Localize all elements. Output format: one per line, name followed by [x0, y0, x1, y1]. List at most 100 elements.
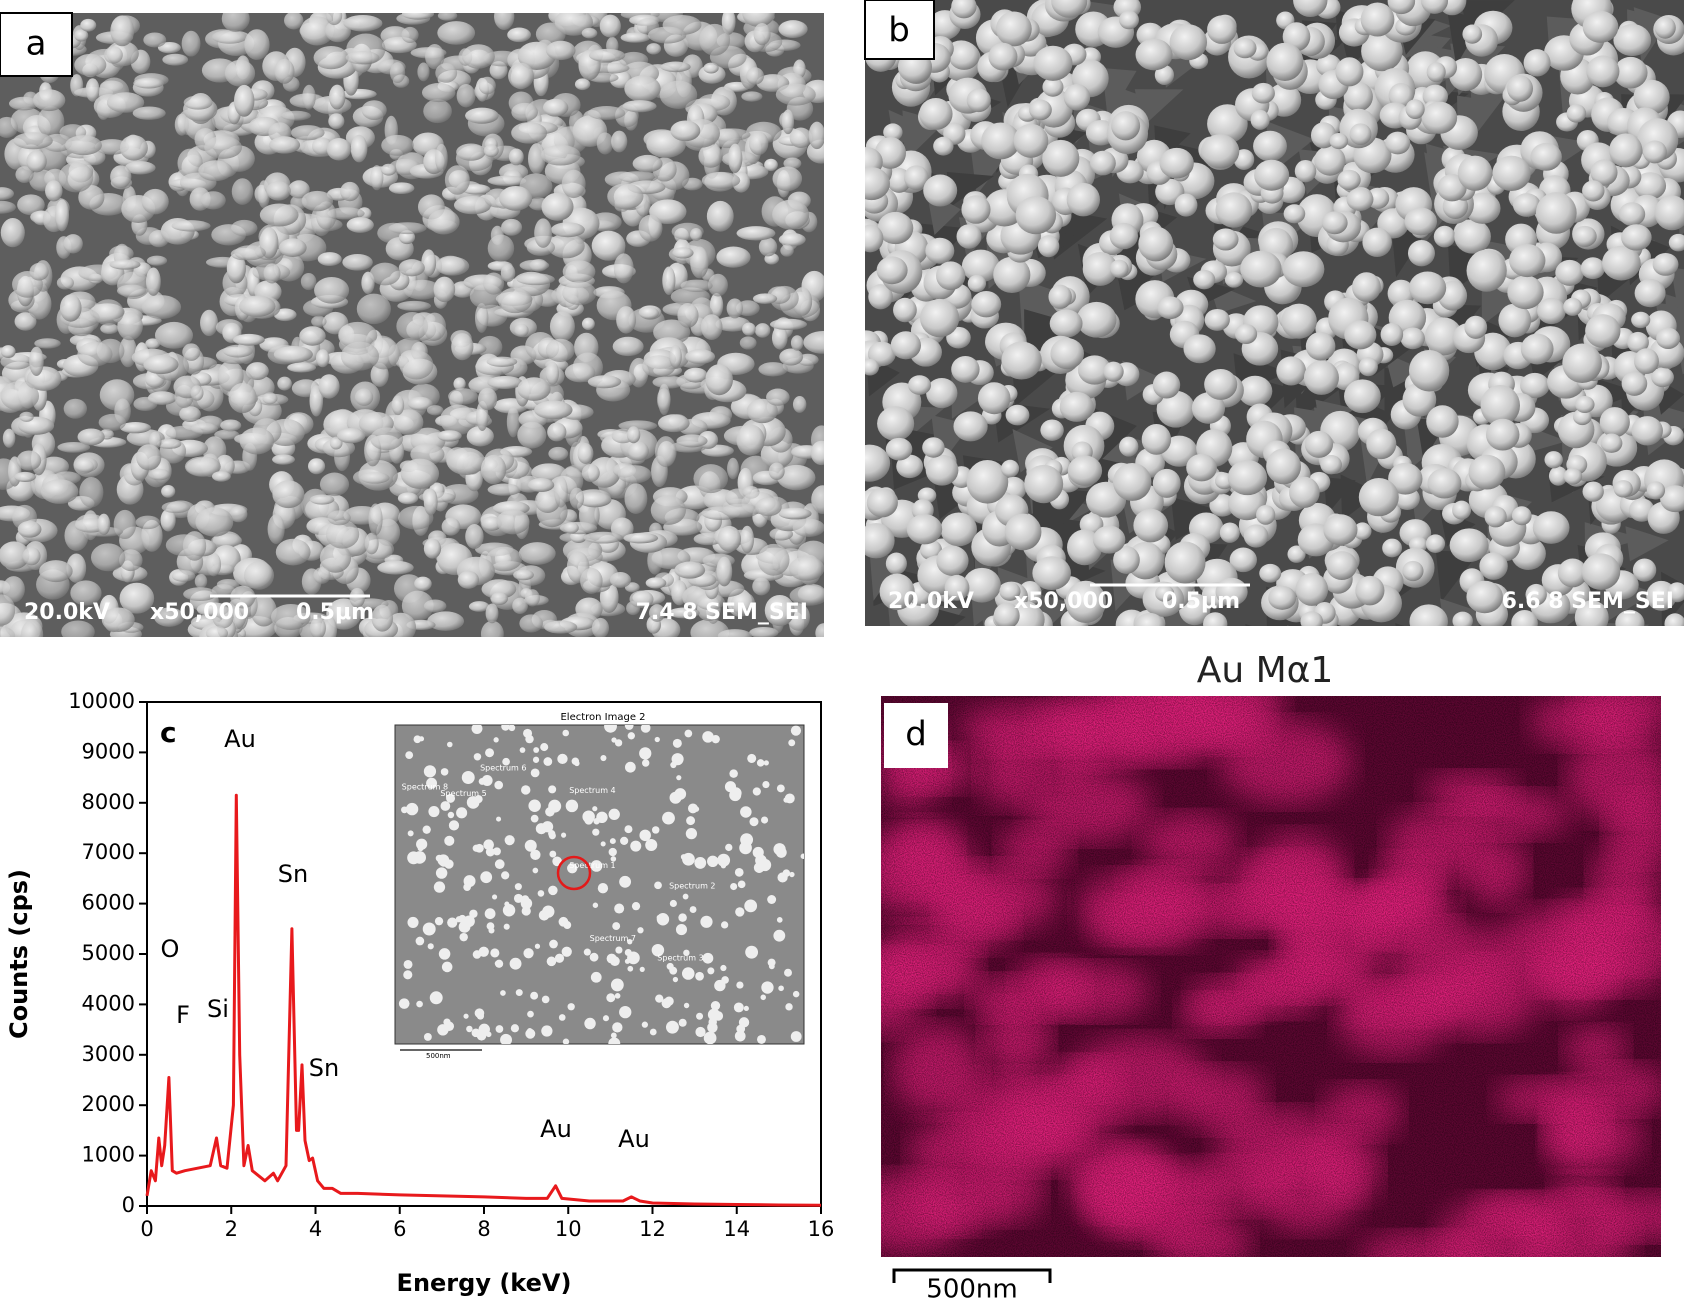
particle: [717, 525, 742, 552]
particle: [885, 437, 913, 461]
particle: [591, 230, 626, 261]
particle: [777, 872, 788, 883]
particle: [705, 364, 733, 396]
particle: [1156, 296, 1184, 320]
particle: [101, 607, 135, 632]
particle: [259, 203, 299, 227]
particle: [617, 465, 652, 484]
particle: [405, 802, 419, 816]
y-axis-label: Counts (cps): [5, 869, 33, 1039]
particle: [422, 825, 431, 834]
facet: [1102, 68, 1137, 120]
particle: [448, 388, 478, 405]
particle: [1582, 10, 1619, 43]
particle: [1457, 155, 1493, 191]
particle: [649, 199, 687, 225]
particle: [1191, 392, 1226, 424]
facet: [1470, 84, 1513, 139]
particle: [403, 959, 413, 969]
particle: [143, 354, 179, 375]
facet: [1626, 623, 1636, 626]
particle: [775, 847, 787, 858]
particle: [2, 576, 25, 603]
particle: [413, 851, 426, 864]
particle: [571, 757, 580, 765]
particle: [1632, 558, 1657, 582]
particle: [619, 1005, 632, 1019]
particle: [567, 863, 578, 874]
particle: [1613, 480, 1633, 498]
particle: [57, 441, 91, 453]
particle: [877, 406, 915, 441]
particle: [707, 967, 715, 975]
particle: [514, 323, 529, 337]
particle: [1427, 468, 1462, 499]
particle: [1224, 271, 1244, 288]
particle: [328, 84, 346, 110]
particle: [1535, 192, 1577, 234]
particle: [650, 495, 686, 525]
particle: [319, 542, 352, 573]
particle: [132, 106, 166, 120]
particle: [226, 253, 246, 284]
particle: [58, 162, 94, 193]
particle: [717, 853, 731, 867]
particle: [1349, 123, 1372, 146]
particle: [526, 1028, 533, 1034]
particle: [477, 387, 498, 411]
particle: [626, 426, 641, 444]
particle: [1111, 111, 1141, 141]
particle: [641, 1021, 649, 1028]
particle: [74, 29, 89, 42]
particle: [714, 979, 726, 992]
particle: [624, 483, 648, 514]
particle: [451, 333, 474, 361]
particle: [1183, 334, 1216, 364]
particle: [277, 376, 292, 391]
particle: [1631, 311, 1651, 329]
particle: [1065, 580, 1107, 623]
particle: [517, 421, 547, 449]
particle: [190, 385, 204, 401]
particle: [1426, 405, 1459, 438]
particle: [1207, 15, 1237, 44]
particle: [110, 165, 132, 189]
particle: [1155, 584, 1175, 602]
inset-title: Electron Image 2: [560, 712, 645, 723]
particle: [1532, 511, 1570, 544]
particle: [407, 396, 433, 411]
particle: [639, 747, 652, 760]
particle: [1229, 547, 1257, 573]
particle: [1586, 55, 1620, 88]
particle: [541, 995, 550, 1004]
particle: [195, 507, 234, 537]
particle: [1421, 0, 1449, 14]
particle: [398, 998, 410, 1009]
particle: [580, 567, 603, 594]
particle: [764, 594, 795, 627]
particle: [641, 759, 650, 767]
particle: [326, 137, 352, 161]
particle: [736, 981, 744, 989]
particle: [610, 978, 624, 992]
particle: [1154, 64, 1175, 85]
particle: [1633, 79, 1670, 115]
particle: [437, 430, 462, 442]
particle: [592, 902, 599, 908]
particle: [1203, 612, 1228, 626]
particle: [558, 1014, 566, 1021]
particle: [670, 120, 701, 142]
panel-label: d: [905, 715, 927, 755]
y-tick-label: 1000: [82, 1143, 135, 1167]
particle: [78, 185, 105, 210]
particle: [463, 1013, 469, 1019]
particle: [273, 308, 297, 322]
particle: [1361, 31, 1403, 72]
panel-label: b: [888, 11, 910, 51]
particle: [1233, 38, 1257, 59]
particle: [190, 422, 218, 435]
particle: [649, 1028, 657, 1036]
particle: [778, 985, 784, 992]
particle: [485, 847, 495, 857]
particle: [1366, 428, 1397, 460]
